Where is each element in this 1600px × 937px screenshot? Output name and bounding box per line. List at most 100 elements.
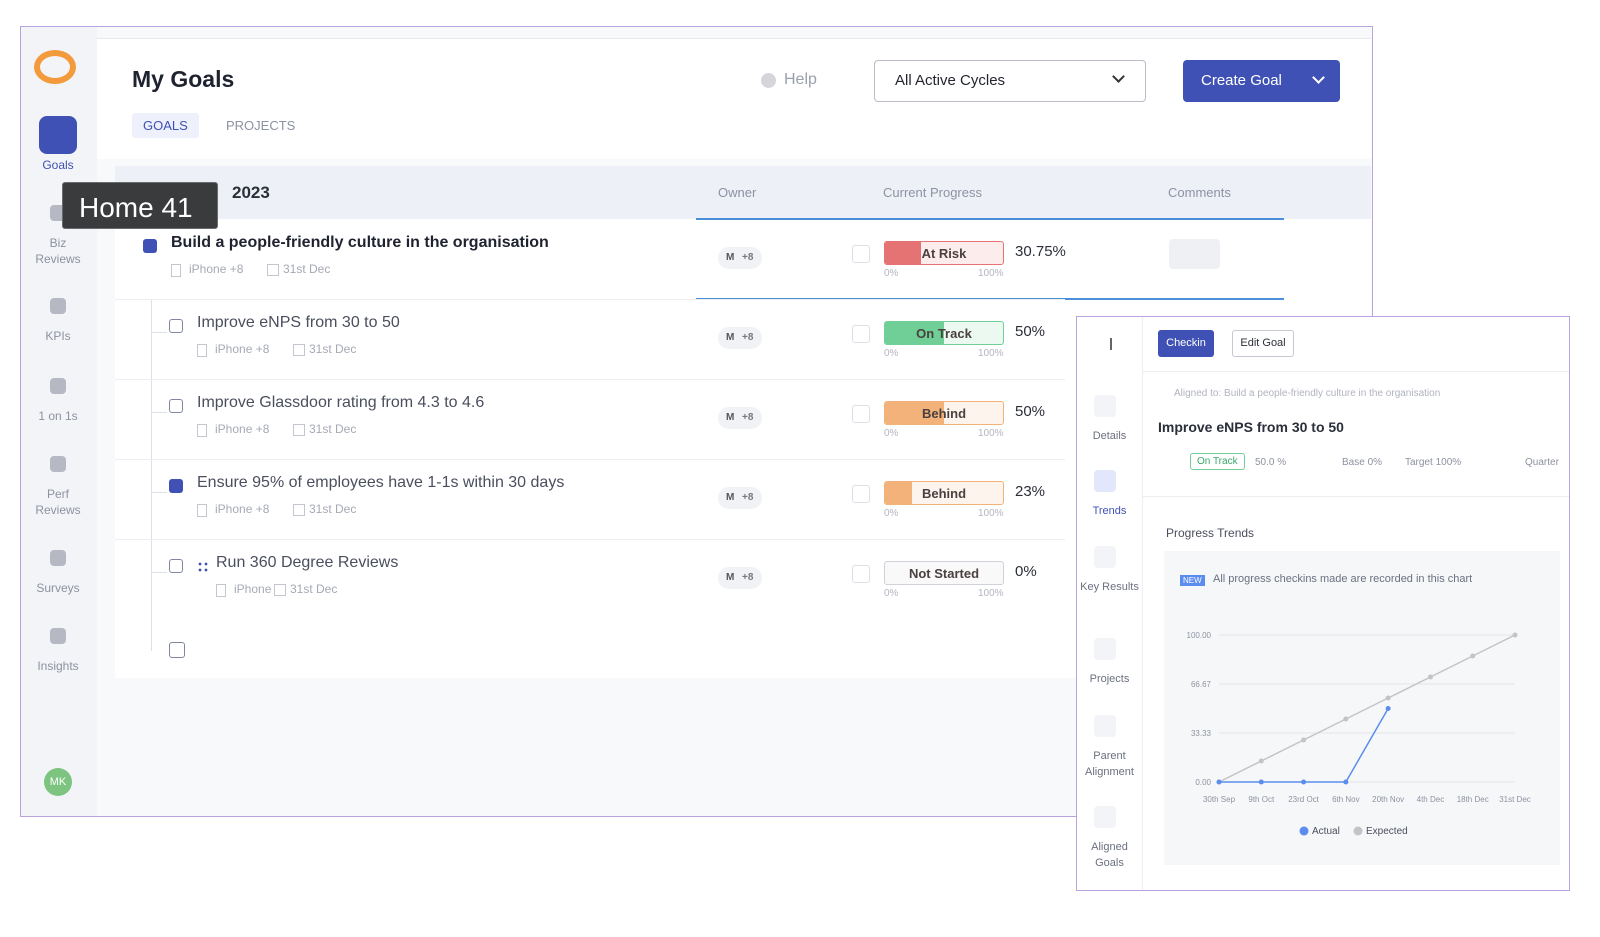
progress-fill <box>885 242 922 264</box>
edit-goal-button[interactable]: Edit Goal <box>1232 330 1294 357</box>
panel-nav-label[interactable]: Key Results <box>1080 581 1139 593</box>
cycle-select[interactable]: All Active Cycles <box>874 60 1146 102</box>
panel-divider <box>1143 496 1569 497</box>
owner-more: +8 <box>742 572 754 583</box>
goal-title[interactable]: Improve eNPS from 30 to 50 <box>197 314 400 331</box>
legend-marker <box>1299 826 1309 836</box>
x-tick-label: 9th Oct <box>1248 795 1275 804</box>
due-date: 31st Dec <box>309 422 357 436</box>
y-tick-label: 66.67 <box>1191 680 1212 689</box>
x-tick-label: 20th Nov <box>1372 795 1404 804</box>
scale-max: 100% <box>978 268 1004 279</box>
progress-bar: Behind <box>884 481 1004 505</box>
checkin-button[interactable]: Checkin <box>1158 330 1214 357</box>
tree-branch <box>151 332 167 333</box>
nav-label[interactable]: Biz Reviews <box>35 236 81 267</box>
tree-branch <box>151 412 167 413</box>
scale-min: 0% <box>884 348 899 359</box>
panel-nav-icon <box>1094 395 1116 417</box>
goal-title[interactable]: Build a people-friendly culture in the o… <box>171 234 549 251</box>
period: Quarter <box>1525 457 1559 468</box>
progress-value: 50% <box>1015 403 1046 420</box>
calendar-icon <box>267 264 279 276</box>
expand-toggle[interactable] <box>169 399 183 413</box>
device-icon <box>171 264 181 277</box>
panel-goal-title: Improve eNPS from 30 to 50 <box>1158 419 1344 435</box>
avatar[interactable]: MK <box>44 768 72 796</box>
goal-title[interactable]: Run 360 Degree Reviews <box>216 554 399 571</box>
header-bar <box>97 38 1371 159</box>
progress-bar: Not Started <box>884 561 1004 585</box>
nav-label[interactable]: KPIs <box>45 329 71 343</box>
progress-fill <box>885 322 944 344</box>
tab[interactable]: PROJECTS <box>226 118 296 133</box>
series-point <box>1343 779 1349 785</box>
scale-max: 100% <box>978 588 1004 599</box>
progress-value: 23% <box>1015 483 1046 500</box>
goal-title[interactable]: Improve Glassdoor rating from 4.3 to 4.6 <box>197 394 485 411</box>
tab[interactable]: GOALS <box>132 113 199 138</box>
checkin-icon[interactable] <box>852 565 870 583</box>
comment-button[interactable] <box>1169 239 1220 269</box>
add-goal-button[interactable] <box>169 642 185 658</box>
checkin-icon[interactable] <box>852 485 870 503</box>
checkin-icon[interactable] <box>852 405 870 423</box>
nav-label[interactable]: Surveys <box>36 580 80 595</box>
progress-bar: On Track <box>884 321 1004 345</box>
panel-nav-label[interactable]: Projects <box>1089 673 1130 685</box>
create-goal-button[interactable]: Create Goal <box>1183 60 1340 102</box>
row-divider <box>115 299 1065 300</box>
panel-progress: 50.0 % <box>1255 457 1287 468</box>
nav-icon <box>50 377 66 394</box>
panel-nav-label[interactable]: Aligned Goals <box>1091 841 1128 869</box>
panel-nav-label[interactable]: Trends <box>1092 505 1127 517</box>
due-date: 31st Dec <box>309 342 357 356</box>
series-point <box>1258 758 1264 764</box>
panel-nav-label[interactable]: Details <box>1092 430 1127 442</box>
tooltip: Home 41 <box>62 182 218 229</box>
help-link[interactable]: Help <box>784 71 817 88</box>
panel-tabstrip <box>1077 317 1143 890</box>
expand-toggle[interactable] <box>169 559 183 573</box>
due-date: 31st Dec <box>309 502 357 516</box>
x-tick-label: 18th Dec <box>1457 795 1489 804</box>
x-tick-label: 31st Dec <box>1499 795 1531 804</box>
owner-pill: M +8 <box>718 247 762 269</box>
device: iPhone <box>234 582 272 596</box>
device: iPhone +8 <box>215 502 270 516</box>
column-header: Current Progress <box>883 185 982 200</box>
series-point <box>1301 737 1307 743</box>
section-title: Progress Trends <box>1166 526 1255 540</box>
goal-title[interactable]: Ensure 95% of employees have 1-1s within… <box>197 474 565 491</box>
checkin-icon[interactable] <box>852 245 870 263</box>
series-point <box>1385 695 1391 701</box>
nav-label[interactable]: Insights <box>37 659 79 674</box>
series-point <box>1258 779 1264 785</box>
status-label: At Risk <box>921 246 967 261</box>
scale-max: 100% <box>978 508 1004 519</box>
nav-label[interactable]: Goals <box>42 157 74 172</box>
progress-fill <box>885 482 913 504</box>
row-checkbox[interactable] <box>143 239 157 253</box>
device: iPhone +8 <box>215 342 270 356</box>
expand-toggle[interactable] <box>169 319 183 333</box>
nav-label[interactable]: Perf Reviews <box>35 487 81 518</box>
nav-label[interactable]: 1 on 1s <box>38 408 78 423</box>
checkin-icon[interactable] <box>852 325 870 343</box>
chart-note: All progress checkins made are recorded … <box>1213 573 1473 585</box>
device: iPhone +8 <box>215 422 270 436</box>
legend-label: Actual <box>1312 826 1340 837</box>
expand-toggle[interactable] <box>169 479 183 493</box>
help-icon <box>761 73 776 88</box>
panel-divider <box>1143 371 1569 372</box>
device-icon <box>216 584 226 597</box>
status-label: Not Started <box>908 566 980 581</box>
column-header: Owner <box>718 185 757 200</box>
series-line <box>1219 708 1389 783</box>
device: iPhone +8 <box>189 262 244 276</box>
chart: 0.00 33.33 66.67 100.00 30th Sep 9th Oct 23rd … <box>1187 631 1531 837</box>
panel-nav-label[interactable]: Parent Alignment <box>1085 750 1134 778</box>
nav-icon <box>50 456 66 473</box>
series-point <box>1343 716 1349 722</box>
panel-nav-icon <box>1094 546 1116 568</box>
